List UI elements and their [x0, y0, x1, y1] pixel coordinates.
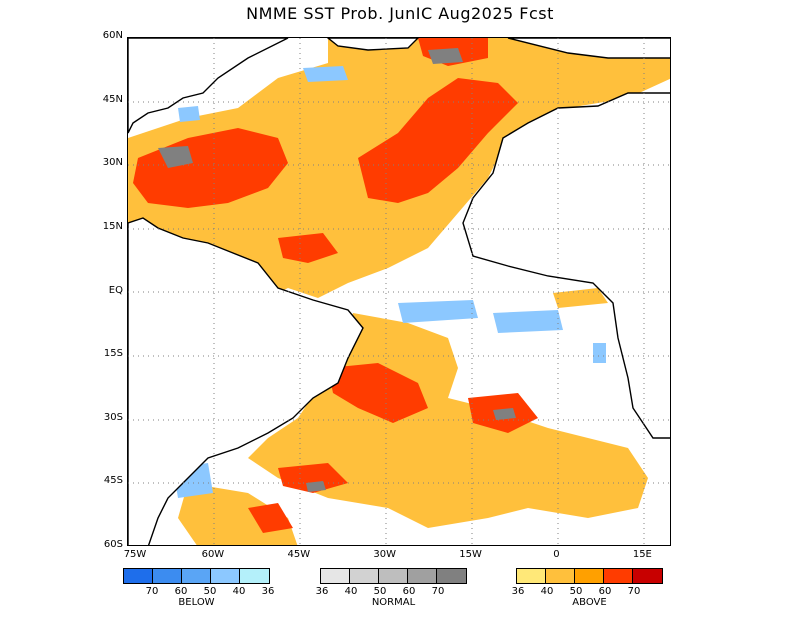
north-america-land — [128, 38, 289, 134]
lon-label: 15W — [459, 549, 482, 560]
lon-label: 60W — [201, 549, 225, 560]
legend-above: 36 40 50 60 70 ABOVE — [512, 568, 663, 608]
lon-label: 45W — [287, 549, 311, 560]
graticule — [128, 38, 670, 545]
legend-below-swatch — [124, 569, 153, 583]
sst-probability-map — [127, 37, 671, 546]
legend-above-tick: 36 — [511, 586, 525, 597]
legend-normal-tick: 60 — [402, 586, 416, 597]
legend-above-swatch — [546, 569, 575, 583]
legend-above-tick: 70 — [627, 586, 641, 597]
legend-normal-swatch — [408, 569, 437, 583]
legend-above-tick: 50 — [569, 586, 583, 597]
legend-above-swatch — [604, 569, 633, 583]
lat-label: 15N — [102, 220, 123, 232]
lat-label: 15S — [103, 348, 123, 360]
lat-label: 45N — [102, 93, 123, 105]
legend-normal-ticks: 36 40 50 60 70 — [316, 586, 467, 598]
legend-below-ticks: 70 60 50 40 36 — [123, 586, 275, 598]
legend-below: 70 60 50 40 36 BELOW — [123, 568, 275, 608]
lat-label: EQ — [108, 284, 123, 296]
legend-above-swatch — [575, 569, 604, 583]
coastlines — [128, 38, 670, 545]
legend-below-swatch — [211, 569, 240, 583]
legend-above-tick: 60 — [598, 586, 612, 597]
lat-label: 45S — [103, 475, 123, 487]
legend-normal-tick: 50 — [373, 586, 387, 597]
legend-below-swatch — [240, 569, 269, 583]
map-title: NMME SST Prob. JunIC Aug2025 Fcst — [246, 4, 554, 23]
legend-above-label: ABOVE — [572, 597, 607, 608]
legend-above-ticks: 36 40 50 60 70 — [512, 586, 663, 598]
legend-below-label: BELOW — [178, 597, 215, 608]
africa-europe-land — [462, 38, 670, 439]
legend-below-tick: 70 — [145, 586, 159, 597]
lat-label: 60N — [102, 30, 123, 41]
legend-normal: 36 40 50 60 70 NORMAL — [316, 568, 467, 608]
legend-below-swatch — [182, 569, 211, 583]
lat-label: 30S — [103, 411, 123, 423]
legend-normal-tick: 70 — [431, 586, 445, 597]
legend-below-tick: 60 — [174, 586, 188, 597]
lat-label: 30N — [102, 157, 123, 169]
legend-below-tick: 40 — [232, 586, 246, 597]
legend-below-swatch — [153, 569, 182, 583]
legend-normal-label: NORMAL — [371, 597, 416, 608]
legend-normal-swatches — [320, 568, 467, 584]
central-south-america-land — [128, 217, 364, 545]
legend-below-tick: 36 — [261, 586, 275, 597]
greenland-land — [326, 38, 419, 51]
legend-above-swatch — [633, 569, 662, 583]
legend-normal-swatch — [379, 569, 408, 583]
legend-normal-swatch — [321, 569, 350, 583]
lat-label: 60S — [103, 539, 123, 550]
legend-normal-tick: 36 — [315, 586, 329, 597]
lon-label: 30W — [373, 549, 396, 560]
lon-label: 0 — [553, 549, 560, 560]
lon-label: 75W — [123, 549, 147, 560]
map-canvas — [128, 38, 670, 545]
legend-below-tick: 50 — [203, 586, 217, 597]
lon-label: 15E — [632, 549, 652, 560]
legend-normal-swatch — [437, 569, 466, 583]
legend-above-tick: 40 — [540, 586, 554, 597]
legend-below-swatches — [123, 568, 270, 584]
legend-normal-tick: 40 — [344, 586, 358, 597]
legend-above-swatch — [517, 569, 546, 583]
legend-normal-swatch — [350, 569, 379, 583]
legend-above-swatches — [516, 568, 663, 584]
